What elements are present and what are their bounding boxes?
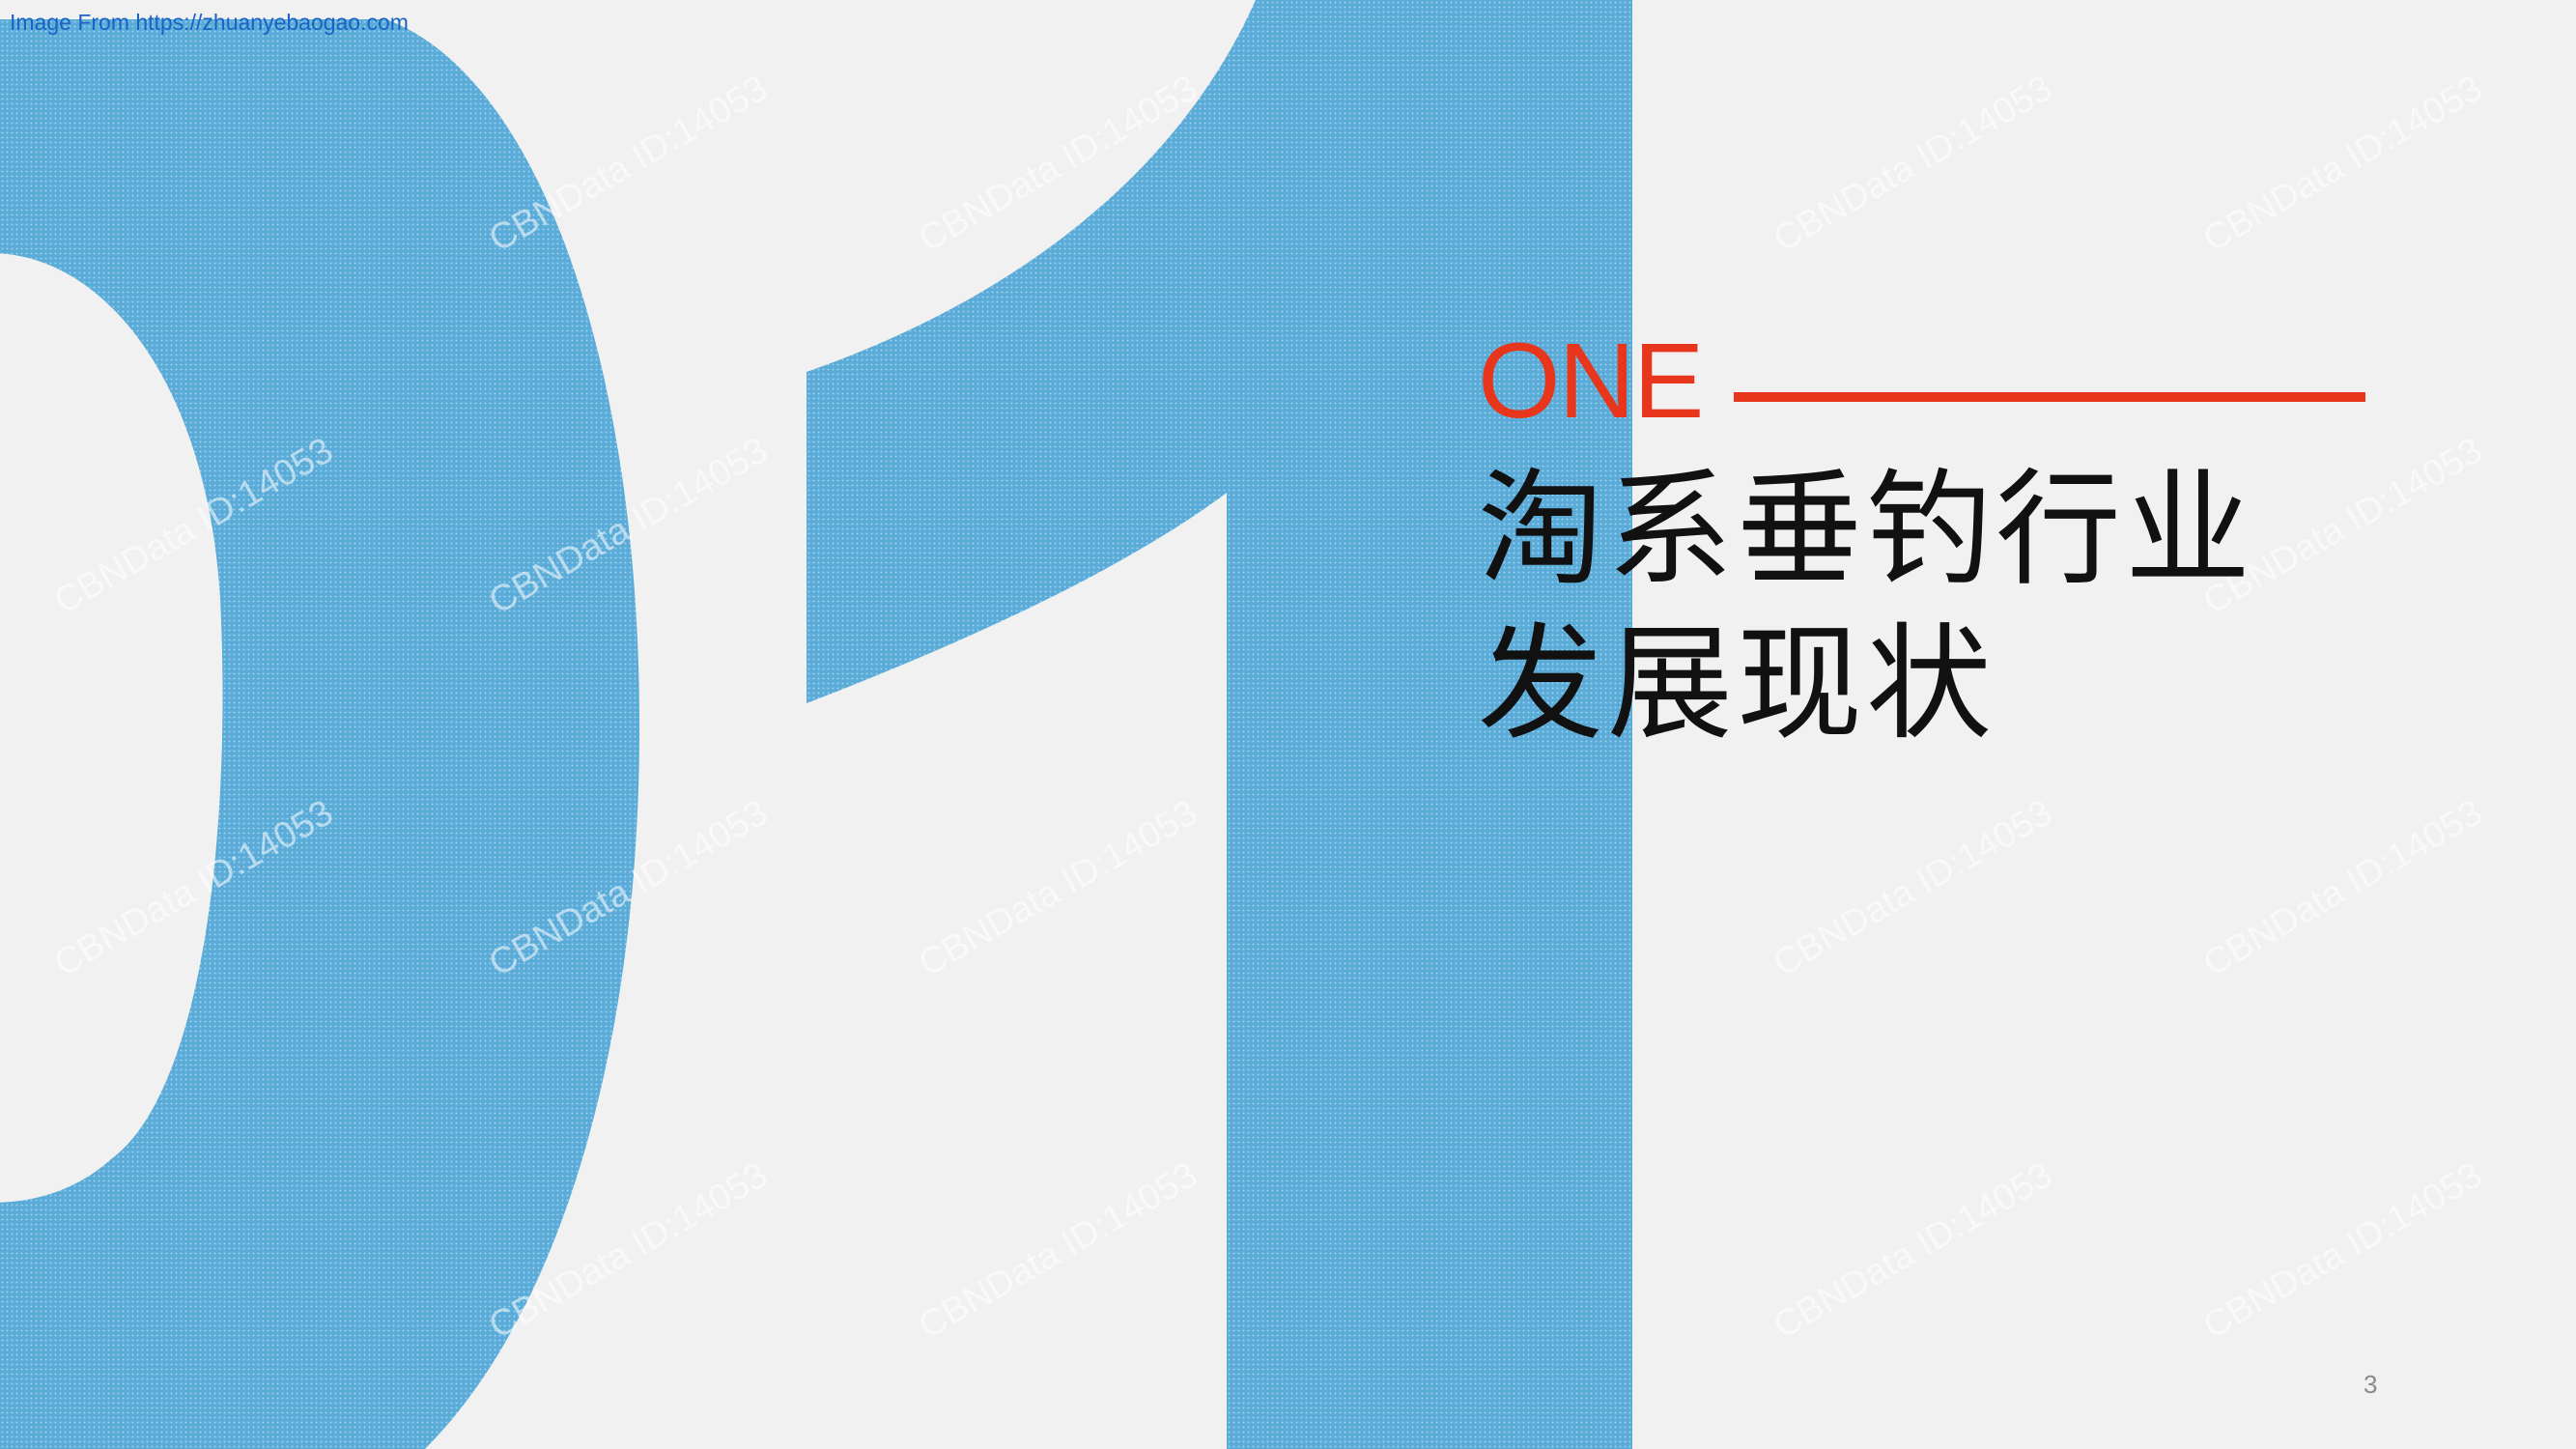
source-link[interactable]: Image From https://zhuanyebaogao.com — [10, 10, 409, 35]
section-title: 淘系垂钓行业 发展现状 — [1478, 452, 2347, 761]
section-number-label: ONE — [1478, 322, 1704, 440]
section-divider-line — [1734, 392, 2365, 402]
page-number: 3 — [2364, 1370, 2378, 1399]
section-title-line-1: 淘系垂钓行业 — [1478, 456, 2255, 603]
numeral-zero-shape — [0, 19, 640, 1449]
section-title-line-2: 发展现状 — [1478, 611, 1996, 757]
numeral-one-shape — [807, 0, 1632, 1449]
